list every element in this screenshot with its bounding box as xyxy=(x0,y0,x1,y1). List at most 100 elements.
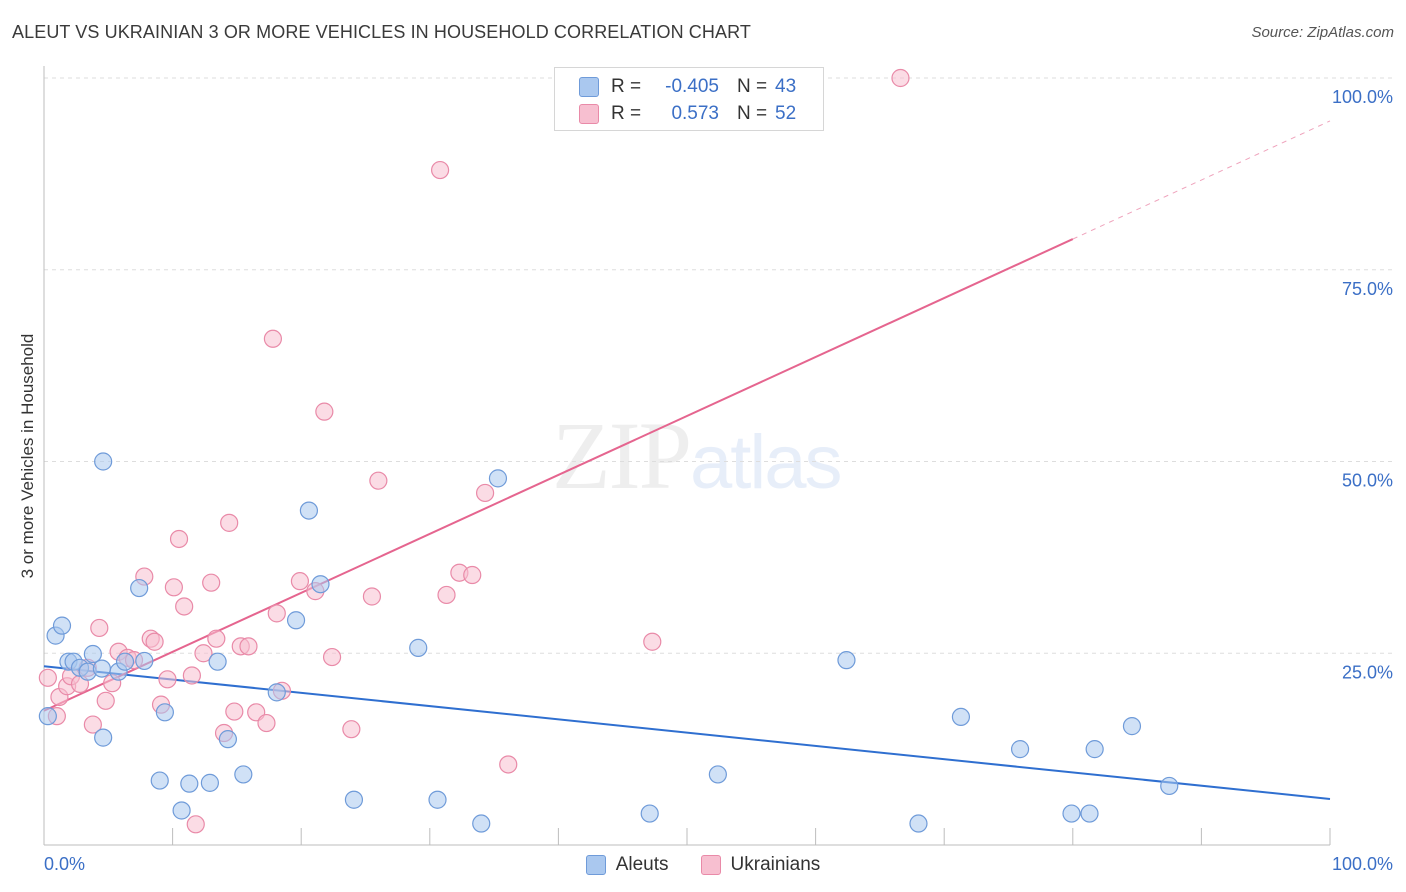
aleut-point xyxy=(208,652,227,671)
ukrainian-point xyxy=(369,471,388,490)
legend-row-ukrainians: R = 0.573 N = 52 xyxy=(579,101,796,127)
watermark-atlas: atlas xyxy=(690,420,843,505)
r-value: 0.573 xyxy=(671,103,719,124)
ukrainian-point xyxy=(267,604,286,623)
ukrainian-point xyxy=(643,632,662,651)
aleut-point xyxy=(172,801,191,820)
watermark-zip: ZIP xyxy=(552,402,692,509)
aleut-point xyxy=(218,730,237,749)
source-label: Source: ZipAtlas.com xyxy=(1251,24,1394,41)
y-tick-label: 25.0% xyxy=(1342,662,1393,682)
grid xyxy=(44,77,1394,654)
x-tick-label: 0.0% xyxy=(44,854,85,874)
ukrainian-point xyxy=(169,529,189,549)
ukrainian-point xyxy=(315,402,334,421)
ukrainian-point xyxy=(475,483,495,503)
y-tick-label: 50.0% xyxy=(1342,471,1393,491)
ukrainian-point xyxy=(257,713,276,733)
ukrainian-point xyxy=(96,691,115,710)
ukrainian-point xyxy=(207,629,226,648)
y-tick-label: 100.0% xyxy=(1332,87,1393,107)
ukrainian-point xyxy=(164,578,183,597)
aleut-point xyxy=(83,644,102,664)
r-label: R = xyxy=(611,103,642,124)
ukrainian-point xyxy=(83,715,102,734)
aleut-point xyxy=(1122,717,1142,736)
aleut-point xyxy=(1085,740,1104,759)
aleut-point xyxy=(311,575,330,594)
aleuts-swatch xyxy=(585,855,606,875)
ukrainian-trend-line xyxy=(43,238,1074,712)
ukrainian-point xyxy=(437,585,456,605)
aleut-point xyxy=(38,707,57,726)
aleut-point xyxy=(708,765,727,784)
x-tick-label: 100.0% xyxy=(1332,854,1393,874)
aleut-point xyxy=(130,578,149,598)
ukrainian-point xyxy=(263,329,283,348)
ukrainian-point xyxy=(220,513,239,532)
ukrainian-point xyxy=(463,565,482,585)
aleut-point xyxy=(640,804,659,823)
aleut-point xyxy=(94,452,113,471)
aleut-point xyxy=(1160,776,1179,796)
ukrainian-point xyxy=(186,815,205,834)
aleut-point xyxy=(488,469,508,488)
legend-item-aleuts[interactable]: Aleuts xyxy=(585,854,669,876)
aleut-point xyxy=(52,616,72,635)
ukrainian-point xyxy=(182,666,201,685)
aleut-point xyxy=(180,774,199,793)
watermark: ZIPatlas xyxy=(552,400,843,511)
legend-ukrainians-label: Ukrainians xyxy=(730,854,821,875)
ukrainian-trend-extension xyxy=(1072,120,1331,240)
ukrainian-point xyxy=(90,618,109,638)
aleut-point xyxy=(472,814,491,833)
aleut-point xyxy=(951,707,971,727)
ukrainian-point xyxy=(430,160,450,180)
aleut-point xyxy=(1080,804,1099,823)
chart-title: ALEUT VS UKRAINIAN 3 OR MORE VEHICLES IN… xyxy=(12,22,751,42)
tick-labels: 25.0% 50.0% 75.0% 100.0% 0.0% 100.0% xyxy=(44,87,1393,874)
data-points xyxy=(38,68,1179,834)
n-value: 52 xyxy=(775,103,797,124)
r-label: R = xyxy=(611,76,642,97)
aleut-point xyxy=(286,611,306,630)
ukrainian-point xyxy=(342,720,361,739)
ukrainian-point xyxy=(239,637,258,656)
aleut-point xyxy=(1010,740,1030,759)
n-value: 43 xyxy=(775,76,797,97)
ukrainian-point xyxy=(322,647,342,667)
aleut-point xyxy=(267,683,286,702)
aleut-point xyxy=(837,651,856,670)
aleuts-swatch xyxy=(579,77,599,97)
r-value: -0.405 xyxy=(665,76,719,97)
ukrainians-swatch xyxy=(579,104,599,124)
ukrainian-point xyxy=(175,597,194,616)
ukrainian-point xyxy=(225,702,244,721)
ukrainian-point xyxy=(38,668,57,687)
aleut-point xyxy=(299,501,319,520)
ukrainian-point xyxy=(145,632,164,651)
ukrainian-point xyxy=(194,644,213,663)
correlation-legend: R = -0.405 N = 43 R = 0.573 N = 52 xyxy=(554,67,824,131)
aleut-point xyxy=(1062,804,1081,823)
aleut-point xyxy=(115,652,135,671)
aleut-point xyxy=(92,659,111,678)
aleut-point xyxy=(94,728,113,747)
aleut-point xyxy=(135,651,154,671)
aleut-point xyxy=(409,638,428,657)
aleut-point xyxy=(344,790,364,809)
ukrainian-point xyxy=(158,670,177,689)
aleut-point xyxy=(150,771,169,790)
n-label: N = xyxy=(737,103,768,124)
aleut-point xyxy=(909,814,928,833)
aleut-point xyxy=(428,790,447,809)
aleut-trend-line xyxy=(43,665,1331,800)
legend-item-ukrainians[interactable]: Ukrainians xyxy=(700,854,821,876)
series-legend: Aleuts Ukrainians xyxy=(0,852,1406,878)
ukrainians-swatch xyxy=(700,855,721,875)
ukrainian-point xyxy=(891,68,910,88)
ukrainian-point xyxy=(362,587,382,606)
y-tick-label: 75.0% xyxy=(1342,279,1393,299)
legend-row-aleuts: R = -0.405 N = 43 xyxy=(579,74,796,100)
